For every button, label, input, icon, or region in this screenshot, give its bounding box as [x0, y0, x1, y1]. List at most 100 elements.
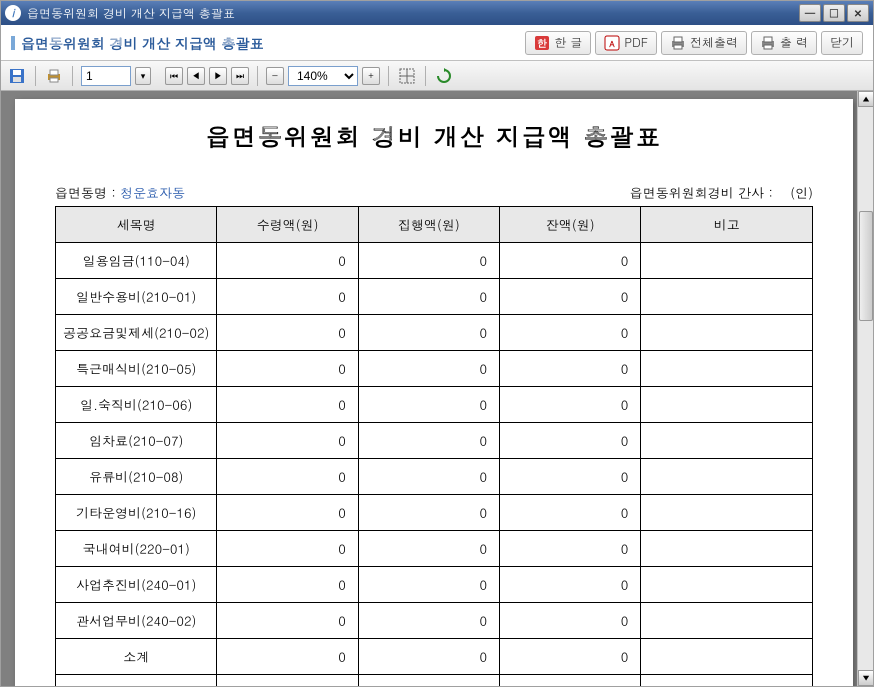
pdf-label: PDF	[624, 34, 648, 51]
table-row: 소계 0 0 0	[56, 639, 813, 675]
close-button[interactable]: 닫기	[821, 31, 863, 55]
hangul-label: 한 글	[554, 34, 582, 51]
cell-exec: 0	[358, 351, 499, 387]
table-row: 일용임금(110-04) 0 0 0	[56, 243, 813, 279]
window-title: 읍면동위원회 경비 개산 지급액 총괄표	[27, 5, 799, 22]
meta-left-value: 청운효자동	[120, 183, 185, 202]
cell-note	[641, 459, 813, 495]
first-page-button[interactable]: ⏮	[165, 67, 183, 85]
document-title: 읍면동위원회 경비 개산 지급액 총괄표	[55, 119, 813, 153]
cell-bal: 0	[500, 243, 641, 279]
scroll-up-button[interactable]: ▲	[858, 91, 873, 107]
cell-recv: 0	[217, 567, 358, 603]
refresh-icon[interactable]	[434, 66, 454, 86]
cell-note	[641, 423, 813, 459]
cell-note	[641, 279, 813, 315]
cell-name: 사업추진비(240-01)	[56, 567, 217, 603]
svg-text:한: 한	[537, 36, 547, 50]
zoom-in-button[interactable]: +	[362, 67, 380, 85]
page-title: 읍면동위원회 경비 개산 지급액 총괄표	[21, 33, 525, 53]
cell-note	[641, 531, 813, 567]
cell-note	[641, 603, 813, 639]
header-bullet-icon	[11, 36, 15, 50]
header-row: 읍면동위원회 경비 개산 지급액 총괄표 한 한 글 A PDF 전체출력	[1, 25, 873, 61]
save-icon[interactable]	[7, 66, 27, 86]
cell-recv	[217, 675, 358, 687]
content-pane: 읍면동위원회 경비 개산 지급액 총괄표 읍면동명 : 청운효자동 읍면동위원회…	[1, 91, 873, 686]
close-window-button[interactable]: ✕	[847, 4, 869, 22]
cell-name: 소계	[56, 639, 217, 675]
print-icon[interactable]	[44, 66, 64, 86]
scroll-down-button[interactable]: ▼	[858, 670, 873, 686]
table-row: 일반수용비(210-01) 0 0 0	[56, 279, 813, 315]
page-dropdown-button[interactable]: ▾	[135, 67, 151, 85]
col-name: 세목명	[56, 207, 217, 243]
meta-row: 읍면동명 : 청운효자동 읍면동위원회경비 간사 : (인)	[55, 183, 813, 202]
table-row: 임차료(210-07) 0 0 0	[56, 423, 813, 459]
print-label: 출 력	[780, 34, 808, 51]
hangul-icon: 한	[534, 35, 550, 51]
cell-exec: 0	[358, 531, 499, 567]
cell-exec: 0	[358, 315, 499, 351]
table-row: 일.숙직비(210-06) 0 0 0	[56, 387, 813, 423]
cell-bal: 0	[500, 495, 641, 531]
cell-exec: 0	[358, 567, 499, 603]
cell-bal: 0	[500, 675, 641, 687]
next-page-button[interactable]: ▶	[209, 67, 227, 85]
cell-recv: 0	[217, 387, 358, 423]
cell-exec: 0	[358, 495, 499, 531]
minimize-button[interactable]: —	[799, 4, 821, 22]
data-table: 세목명 수령액(원) 집행액(원) 잔액(원) 비고 일용임금(110-04) …	[55, 206, 813, 686]
cell-name: 관서업무비(240-02)	[56, 603, 217, 639]
cell-note	[641, 351, 813, 387]
last-page-button[interactable]: ⏭	[231, 67, 249, 85]
separator	[425, 66, 426, 86]
cell-exec: 0	[358, 459, 499, 495]
zoom-select[interactable]: 140%	[288, 66, 358, 86]
fit-icon[interactable]	[397, 66, 417, 86]
cell-name: 유류비(210-08)	[56, 459, 217, 495]
printall-button[interactable]: 전체출력	[661, 31, 747, 55]
cell-exec: 0	[358, 603, 499, 639]
table-header-row: 세목명 수령액(원) 집행액(원) 잔액(원) 비고	[56, 207, 813, 243]
cell-exec: 0	[358, 387, 499, 423]
close-label: 닫기	[830, 34, 854, 51]
cell-bal: 0	[500, 603, 641, 639]
cell-name: 발생이자	[56, 675, 217, 687]
titlebar: i 읍면동위원회 경비 개산 지급액 총괄표 — □ ✕	[1, 1, 873, 25]
info-icon: i	[5, 5, 21, 21]
vertical-scrollbar[interactable]: ▲ ▼	[857, 91, 873, 686]
cell-note	[641, 567, 813, 603]
pdf-button[interactable]: A PDF	[595, 31, 657, 55]
app-window: i 읍면동위원회 경비 개산 지급액 총괄표 — □ ✕ 읍면동위원회 경비 개…	[0, 0, 874, 687]
cell-recv: 0	[217, 459, 358, 495]
cell-note	[641, 639, 813, 675]
hangul-button[interactable]: 한 한 글	[525, 31, 591, 55]
cell-bal: 0	[500, 423, 641, 459]
maximize-button[interactable]: □	[823, 4, 845, 22]
viewer-toolbar: ▾ ⏮ ◀ ▶ ⏭ − 140% +	[1, 61, 873, 91]
cell-recv: 0	[217, 351, 358, 387]
content-scroll[interactable]: 읍면동위원회 경비 개산 지급액 총괄표 읍면동명 : 청운효자동 읍면동위원회…	[1, 91, 859, 686]
cell-recv: 0	[217, 243, 358, 279]
cell-exec: 0	[358, 243, 499, 279]
separator	[257, 66, 258, 86]
cell-recv: 0	[217, 315, 358, 351]
page-number-input[interactable]	[81, 66, 131, 86]
prev-page-button[interactable]: ◀	[187, 67, 205, 85]
meta-left-label: 읍면동명 :	[55, 183, 116, 202]
print-button[interactable]: 출 력	[751, 31, 817, 55]
cell-note	[641, 243, 813, 279]
document-page: 읍면동위원회 경비 개산 지급액 총괄표 읍면동명 : 청운효자동 읍면동위원회…	[15, 99, 853, 686]
cell-name: 일.숙직비(210-06)	[56, 387, 217, 423]
cell-bal: 0	[500, 387, 641, 423]
cell-name: 특근매식비(210-05)	[56, 351, 217, 387]
meta-left: 읍면동명 : 청운효자동	[55, 183, 185, 202]
cell-exec: 0	[358, 639, 499, 675]
cell-note	[641, 387, 813, 423]
cell-bal: 0	[500, 459, 641, 495]
zoom-out-button[interactable]: −	[266, 67, 284, 85]
col-note: 비고	[641, 207, 813, 243]
col-exec: 집행액(원)	[358, 207, 499, 243]
scroll-thumb[interactable]	[859, 211, 873, 321]
